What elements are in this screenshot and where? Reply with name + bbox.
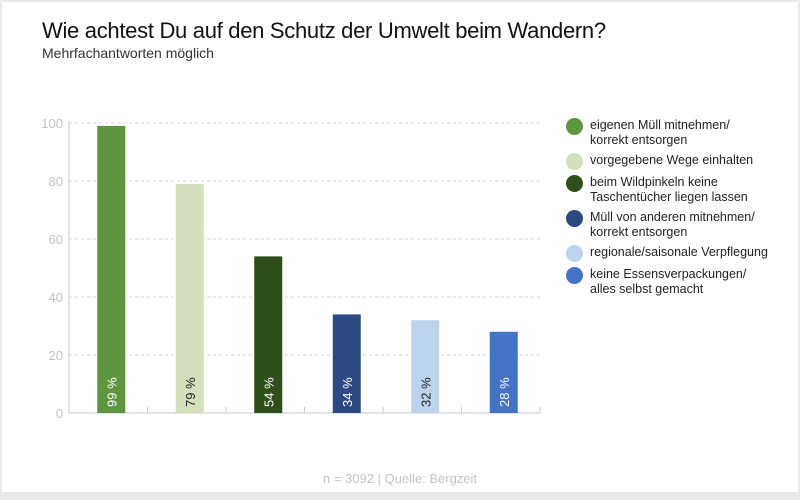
data-label: 28 %: [497, 377, 512, 407]
legend-item: Müll von anderen mitnehmen/ korrekt ents…: [566, 210, 796, 240]
legend-label: vorgegebene Wege einhalten: [590, 153, 754, 167]
bar: [411, 320, 440, 413]
data-label: 99 %: [104, 377, 119, 407]
legend-item: regionale/saisonale Verpflegung: [566, 245, 796, 262]
bar: [332, 314, 361, 413]
y-tick-label: 0: [56, 406, 63, 421]
legend-item: vorgegebene Wege einhalten: [566, 153, 796, 170]
y-tick-label: 80: [49, 174, 63, 189]
chart-title: Wie achtest Du auf den Schutz der Umwelt…: [42, 18, 606, 43]
legend-swatch-icon: [566, 175, 583, 192]
data-label: 54 %: [261, 377, 276, 407]
data-label: 34 %: [340, 377, 355, 407]
legend-item: beim Wildpinkeln keine Taschentücher lie…: [566, 175, 796, 205]
data-label: 32 %: [418, 377, 433, 407]
legend-label: keine Essensverpackungen/ alles selbst g…: [590, 267, 747, 296]
legend-swatch-icon: [566, 118, 583, 135]
bar: [489, 331, 518, 413]
data-label: 79 %: [183, 377, 198, 407]
legend-swatch-icon: [566, 153, 583, 170]
y-tick-label: 20: [49, 348, 63, 363]
legend-swatch-icon: [566, 210, 583, 227]
y-tick-label: 40: [49, 290, 63, 305]
legend-label: eigenen Müll mitnehmen/ korrekt entsorge…: [590, 118, 730, 147]
legend-swatch-icon: [566, 245, 583, 262]
chart-card: [2, 2, 798, 492]
y-tick-label: 100: [41, 116, 63, 131]
legend-label: beim Wildpinkeln keine Taschentücher lie…: [590, 175, 748, 204]
legend-item: eigenen Müll mitnehmen/ korrekt entsorge…: [566, 118, 796, 148]
bar: [254, 256, 283, 413]
source-note: n = 3092 | Quelle: Bergzeit: [322, 471, 478, 486]
bar: [175, 183, 204, 413]
bottom-border: [0, 492, 800, 500]
y-tick-label: 60: [49, 232, 63, 247]
legend-swatch-icon: [566, 267, 583, 284]
legend-label: Müll von anderen mitnehmen/ korrekt ents…: [590, 210, 755, 239]
bar: [97, 125, 126, 414]
chart-subtitle: Mehrfachantworten möglich: [42, 45, 214, 61]
legend-item: keine Essensverpackungen/ alles selbst g…: [566, 267, 796, 297]
bar-chart: 0 20 40 60 80 100 99 % 79 % 54 % 34 % 32 % 28 %: [41, 116, 541, 421]
legend-label: regionale/saisonale Verpflegung: [590, 245, 768, 259]
legend: eigenen Müll mitnehmen/ korrekt entsorge…: [566, 118, 796, 302]
